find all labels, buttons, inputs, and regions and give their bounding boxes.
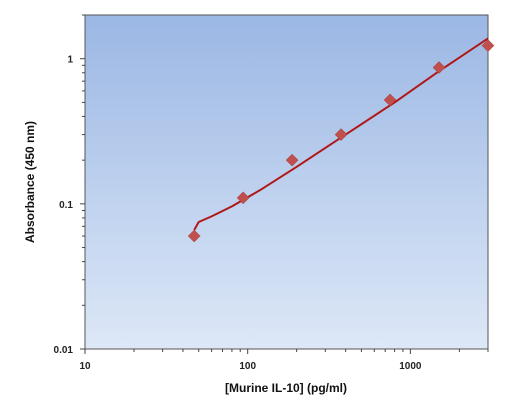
data-point <box>236 191 250 205</box>
plot-area <box>84 14 489 350</box>
data-point <box>187 229 201 243</box>
data-point <box>383 93 397 107</box>
x-axis-title: [Murine IL-10] (pg/ml) <box>225 381 347 395</box>
series-layer <box>187 37 495 243</box>
x-tick-label: 100 <box>239 361 256 372</box>
data-point <box>432 61 446 74</box>
y-tick-label: 1 <box>67 55 73 66</box>
y-axis: 0.01 0.1 1 <box>54 14 85 356</box>
y-tick-label: 0.1 <box>59 200 73 211</box>
data-point <box>481 39 495 52</box>
x-axis: 10 100 1000 <box>79 349 489 372</box>
data-point <box>285 153 299 167</box>
y-axis-title: Absorbance (450 nm) <box>23 121 37 243</box>
data-point <box>334 128 348 141</box>
y-tick-label: 0.01 <box>54 345 74 356</box>
x-tick-label: 1000 <box>399 361 422 372</box>
fit-curve <box>193 37 489 231</box>
x-tick-label: 10 <box>79 361 91 372</box>
